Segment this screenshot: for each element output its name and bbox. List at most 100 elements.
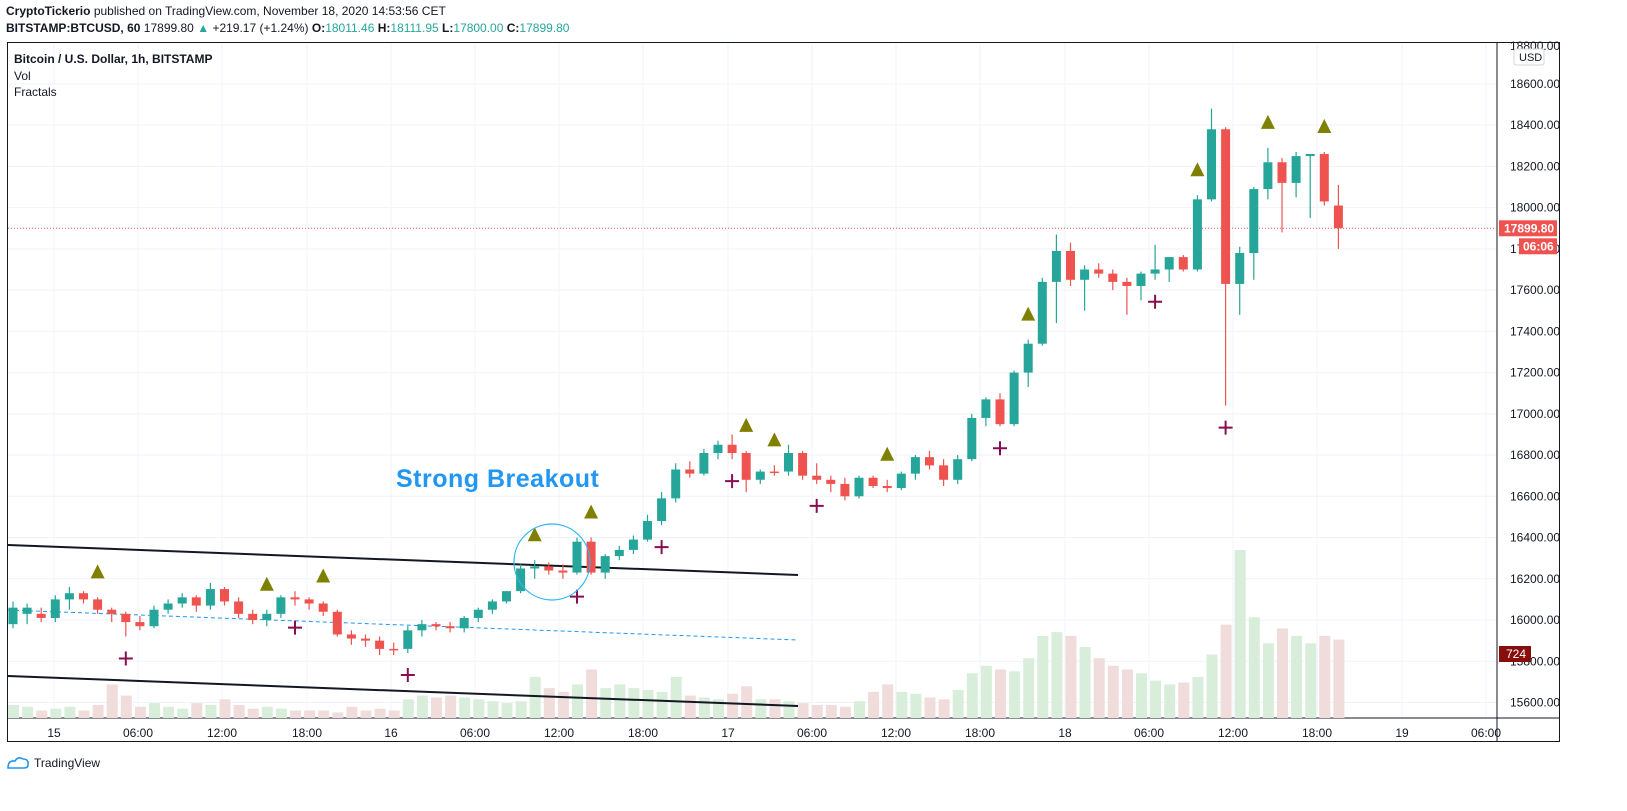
candle-body [163, 603, 173, 610]
candle-body [290, 597, 300, 600]
volume-badge [1499, 646, 1531, 662]
volume-bar [388, 710, 400, 718]
candle-body [1080, 269, 1090, 280]
volume-bar [769, 699, 781, 718]
price-tick-label: 16600.00 [1510, 489, 1560, 503]
candle-body [473, 609, 483, 618]
candle-body [798, 452, 808, 476]
volume-bar [106, 684, 118, 718]
candle-body [502, 591, 511, 602]
volume-bar [529, 676, 541, 718]
time-tick-label: 06:00 [1471, 726, 1501, 740]
volume-bar [36, 710, 48, 718]
volume-bar [120, 695, 132, 718]
volume-bar [360, 710, 372, 718]
volume-bar [134, 706, 146, 718]
time-tick-label: 12:00 [881, 726, 911, 740]
candle-body [1164, 257, 1174, 270]
price-tick-label: 17600.00 [1510, 283, 1560, 297]
volume-bar [811, 704, 823, 718]
volume-bar [177, 708, 189, 718]
candle-body [191, 597, 201, 606]
candle-body [530, 566, 540, 569]
candle-body [1009, 372, 1019, 425]
volume-bar [22, 706, 34, 718]
volume-bar [92, 704, 104, 718]
fractal-down-marker [400, 668, 415, 683]
candle-body [713, 444, 723, 453]
time-tick-label: 16 [384, 726, 398, 740]
channel-upper-line [7, 544, 799, 576]
candle-body [671, 469, 681, 499]
time-tick-label: 06:00 [797, 726, 827, 740]
candle-body [1066, 250, 1075, 280]
volume-bar [50, 708, 62, 718]
legend-volume[interactable]: Vol [14, 68, 31, 83]
price-tick-label: 17200.00 [1510, 366, 1560, 380]
tradingview-logo-icon[interactable] [6, 756, 30, 770]
volume-bar [64, 706, 76, 718]
volume-bar [332, 712, 344, 718]
candle-body [755, 471, 765, 480]
publish-line: CryptoTickerio published on TradingView.… [6, 4, 446, 18]
candle-body [685, 469, 695, 474]
volume-bar [797, 703, 809, 718]
volume-bar [882, 684, 894, 718]
candle-body [826, 479, 836, 484]
time-tick-label: 18:00 [628, 726, 658, 740]
candle-body [572, 541, 582, 573]
symbol-name: BITSTAMP:BTCUSD, 60 [6, 21, 141, 35]
volume-bar [557, 691, 569, 718]
volume-bar [487, 701, 499, 718]
volume-bar [304, 710, 316, 718]
high-value: 18111.95 [390, 21, 439, 35]
fractal-down-marker [993, 441, 1007, 456]
candle-body [1263, 162, 1273, 190]
fractal-up-marker [90, 564, 105, 579]
channel-mid-line [7, 609, 799, 641]
candle-body [346, 634, 356, 639]
volume-value-label: 724 [1506, 647, 1526, 661]
candle-body [840, 483, 850, 497]
candle-body [812, 475, 822, 480]
candle-body [953, 459, 963, 480]
volume-bar [670, 676, 682, 718]
candle-body [939, 465, 949, 480]
fractal-up-marker [739, 417, 754, 432]
publisher-name[interactable]: CryptoTickerio [6, 4, 91, 18]
legend-fractals[interactable]: Fractals [14, 85, 57, 99]
currency-badge[interactable] [1513, 48, 1545, 66]
footer-brand[interactable]: TradingView [34, 756, 101, 770]
candle-body [220, 589, 229, 602]
volume-bar [656, 691, 668, 718]
volume-bar [515, 701, 527, 718]
volume-bar [501, 703, 513, 718]
volume-bar [698, 697, 710, 718]
volume-bar [1206, 654, 1218, 718]
candle-body [1305, 154, 1315, 157]
legend-title[interactable]: Bitcoin / U.S. Dollar, 1h, BITSTAMP [14, 52, 213, 66]
candle-body [1150, 269, 1160, 274]
candle-body [854, 477, 864, 497]
candle-body [234, 601, 244, 614]
candle-body [107, 609, 117, 614]
chart-frame[interactable] [7, 42, 1560, 742]
candle-body [784, 452, 793, 472]
publish-info: published on TradingView.com, November 1… [93, 4, 446, 18]
volume-bar [275, 708, 287, 718]
fractal-up-marker [584, 504, 599, 519]
candle-body [657, 498, 667, 522]
price-tick-label: 17400.00 [1510, 324, 1560, 338]
candle-body [769, 471, 779, 474]
candle-body [487, 601, 497, 610]
candle-body [135, 622, 145, 627]
volume-bar [1051, 632, 1063, 718]
candle-body [614, 549, 624, 557]
low-label: L: [442, 21, 454, 35]
candle-body [1051, 250, 1061, 282]
price-chart[interactable]: 18600.00 18400.00 18200.00 18000.00 17800.00… [0, 0, 1627, 760]
volume-bar [1023, 658, 1035, 718]
volume-bar [741, 686, 753, 718]
fractal-up-marker [259, 576, 274, 591]
volume-bar [1319, 635, 1331, 718]
